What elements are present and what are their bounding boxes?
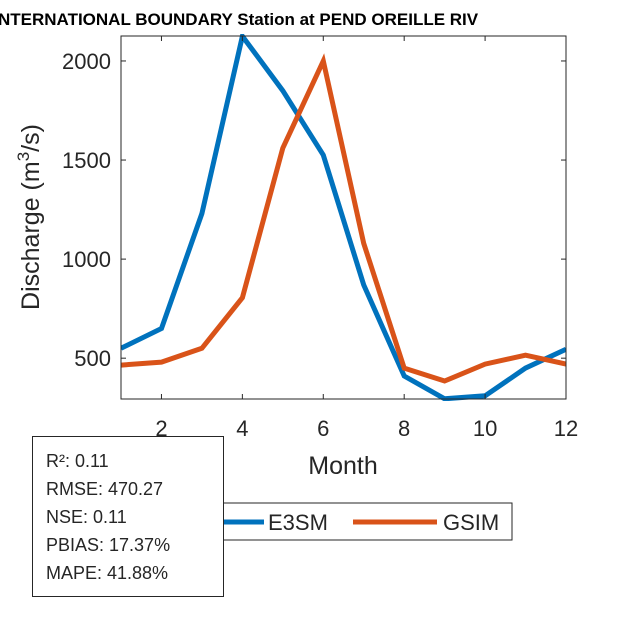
y-tick-label: 2000 — [62, 49, 111, 74]
series-line-gsim — [121, 53, 566, 384]
stat-pbias: PBIAS: 17.37% — [46, 535, 171, 555]
stat-nse: NSE: 0.11 — [46, 507, 127, 527]
y-axis-label-sup: 3 — [14, 152, 33, 161]
axes-frame — [120, 35, 567, 400]
y-tick-label: 1500 — [62, 148, 111, 173]
y-axis-label-main: Discharge (m — [17, 161, 45, 310]
x-tick-label: 2 — [155, 416, 167, 441]
y-tick-label: 1000 — [62, 247, 111, 272]
x-axis-label: Month — [308, 452, 377, 480]
y-tick-labels: 500 1000 1500 2000 — [62, 49, 111, 371]
stat-mape: MAPE: 41.88% — [46, 563, 169, 583]
x-tick-label: 10 — [473, 416, 497, 441]
x-tick-label: 6 — [317, 416, 329, 441]
series-line-e3sm — [121, 34, 566, 401]
y-axis-label-tail: /s) — [17, 124, 45, 152]
x-tick-label: 8 — [398, 416, 410, 441]
stats-box: R²: 0.11 RMSE: 470.27 NSE: 0.11 PBIAS: 1… — [32, 436, 224, 597]
series-lines — [121, 34, 566, 401]
x-tick-label: 12 — [554, 416, 578, 441]
axes — [120, 35, 567, 400]
x-tick-label: 4 — [236, 416, 248, 441]
chart-title: NTERNATIONAL BOUNDARY Station at PEND OR… — [0, 10, 479, 29]
x-tick-labels: 2 4 6 8 10 12 — [155, 416, 578, 441]
legend-label-gsim: GSIM — [443, 510, 499, 535]
stat-r2: R²: 0.11 — [46, 451, 109, 471]
y-axis-label: Discharge (m3/s) — [14, 124, 45, 310]
y-tick-label: 500 — [74, 346, 111, 371]
stat-rmse: RMSE: 470.27 — [46, 479, 164, 499]
legend-label-e3sm: E3SM — [268, 510, 328, 535]
legend: E3SM GSIM — [189, 502, 513, 541]
